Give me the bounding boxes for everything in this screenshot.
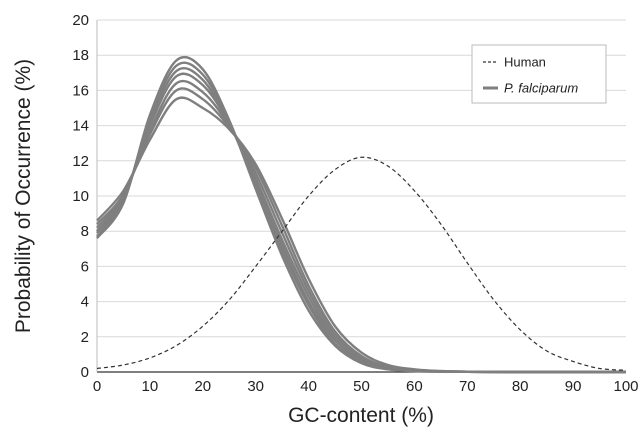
legend-pf-label: P. falciparum bbox=[504, 81, 578, 96]
x-tick-label: 30 bbox=[247, 378, 264, 395]
grid-lines bbox=[97, 19, 626, 338]
y-tick-label: 10 bbox=[72, 188, 89, 205]
y-tick-label: 2 bbox=[81, 329, 89, 346]
series-line-p-falciparum-5 bbox=[96, 67, 626, 374]
y-tick-label: 20 bbox=[72, 12, 89, 29]
y-tick-label: 4 bbox=[81, 294, 89, 311]
y-axis-title: Probability of Occurrence (%) bbox=[12, 59, 35, 333]
x-tick-label: 60 bbox=[406, 378, 423, 395]
tick-labels: 0 2 4 6 8 10 12 14 16 18 20 0 10 20 30 40 50 60 70 80 90 100 bbox=[72, 12, 638, 395]
x-tick-label: 90 bbox=[565, 378, 582, 395]
series-line-p-falciparum-7 bbox=[96, 56, 626, 374]
x-tick-label: 10 bbox=[142, 378, 159, 395]
series-line-p-falciparum-6 bbox=[96, 61, 626, 374]
x-tick-label: 0 bbox=[93, 378, 101, 395]
legend: Human P. falciparum bbox=[471, 44, 607, 104]
x-tick-label: 100 bbox=[613, 378, 638, 395]
y-tick-label: 6 bbox=[81, 258, 89, 275]
x-tick-label: 50 bbox=[353, 378, 370, 395]
x-tick-label: 70 bbox=[459, 378, 476, 395]
y-tick-label: 0 bbox=[81, 364, 89, 381]
y-tick-label: 14 bbox=[72, 118, 89, 135]
legend-human-label: Human bbox=[504, 55, 546, 70]
series-line-p-falciparum-3 bbox=[96, 79, 626, 374]
x-tick-label: 20 bbox=[194, 378, 211, 395]
x-axis-title: GC-content (%) bbox=[288, 404, 434, 427]
series-line-p-falciparum-2 bbox=[96, 87, 626, 374]
y-tick-label: 12 bbox=[72, 153, 89, 170]
series-line-human bbox=[96, 156, 627, 371]
series-line-p-falciparum-4 bbox=[96, 72, 626, 374]
x-tick-label: 80 bbox=[512, 378, 529, 395]
legend-box bbox=[471, 44, 607, 104]
x-tick-label: 40 bbox=[300, 378, 317, 395]
series-line-p-falciparum-1 bbox=[96, 96, 626, 374]
series-layer bbox=[96, 56, 627, 374]
y-tick-label: 16 bbox=[72, 82, 89, 99]
y-tick-label: 8 bbox=[81, 223, 89, 240]
y-tick-label: 18 bbox=[72, 47, 89, 64]
